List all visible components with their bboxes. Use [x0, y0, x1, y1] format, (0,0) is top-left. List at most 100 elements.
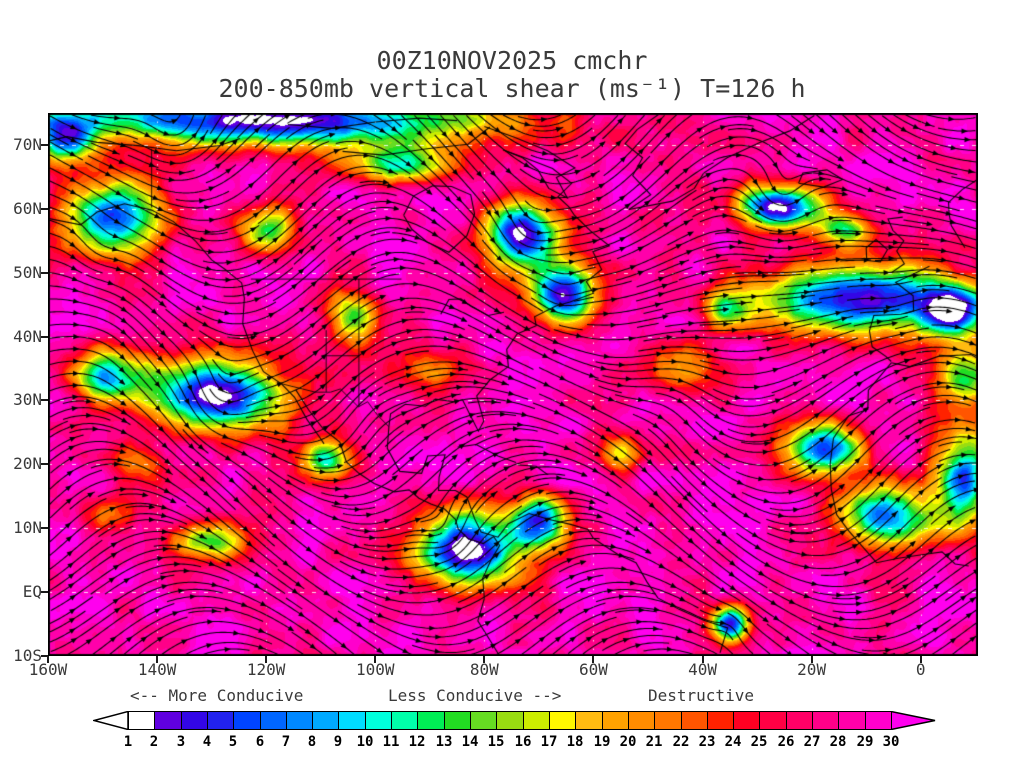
colorbar-segment	[207, 711, 234, 730]
colorbar-over-arrow	[891, 711, 936, 730]
colorbar-tick-label: 28	[829, 734, 847, 750]
colorbar-note-destructive: Destructive	[648, 686, 754, 705]
colorbar-tick-label: 25	[750, 734, 768, 750]
colorbar-segment	[707, 711, 734, 730]
y-axis-tick-label: 70N	[13, 134, 42, 154]
colorbar-tick-label: 29	[856, 734, 874, 750]
colorbar-tick-label: 19	[593, 734, 611, 750]
colorbar-tick-label: 5	[228, 734, 238, 750]
x-axis-tick-label: 160W	[28, 660, 68, 679]
y-axis-tick-label: 40N	[13, 326, 42, 346]
y-axis-tick-label: 60N	[13, 198, 42, 218]
y-axis-tick	[41, 591, 48, 594]
colorbar-tick-label: 17	[540, 734, 558, 750]
x-axis-tick	[483, 656, 486, 663]
y-axis-tick-label: 10N	[13, 518, 42, 538]
colorbar-segment	[128, 711, 155, 730]
x-axis-tick	[919, 656, 922, 663]
x-axis-tick	[265, 656, 268, 663]
x-axis-tick	[701, 656, 704, 663]
chart-title-line1: 00Z10NOV2025 cmchr	[376, 46, 648, 75]
colorbar-segment	[812, 711, 839, 730]
colorbar-segment	[286, 711, 313, 730]
colorbar-segment	[444, 711, 471, 730]
colorbar-segment	[865, 711, 892, 730]
colorbar-tick-label: 9	[333, 734, 343, 750]
y-axis-tick	[41, 207, 48, 210]
colorbar-segment	[628, 711, 655, 730]
colorbar-tick-label: 1	[123, 734, 133, 750]
y-axis-tick	[41, 143, 48, 146]
colorbar-tick-label: 23	[698, 734, 716, 750]
colorbar-tick-label: 26	[777, 734, 795, 750]
colorbar-tick-label: 15	[487, 734, 505, 750]
colorbar-segment	[417, 711, 445, 730]
colorbar-tick-label: 14	[461, 734, 479, 750]
colorbar-tick-label: 30	[882, 734, 900, 750]
colorbar-tick-label: 2	[149, 734, 159, 750]
colorbar-tick-label: 8	[307, 734, 317, 750]
colorbar-note-less-conducive: Less Conducive -->	[388, 686, 562, 705]
colorbar-segment	[496, 711, 524, 730]
shear-streamline-map	[48, 113, 978, 656]
colorbar-segment	[233, 711, 261, 730]
colorbar-under-arrow	[93, 711, 129, 730]
y-axis-tick-label: 20N	[13, 454, 42, 474]
x-axis-tick-label: 140W	[137, 660, 177, 679]
colorbar-tick-label: 13	[435, 734, 453, 750]
y-axis-tick	[41, 527, 48, 530]
colorbar-segment	[470, 711, 497, 730]
colorbar-tick-label: 10	[356, 734, 374, 750]
x-axis-tick	[156, 656, 159, 663]
y-axis-tick	[41, 399, 48, 402]
colorbar-segment	[549, 711, 576, 730]
colorbar-segment	[260, 711, 287, 730]
x-axis-tick	[592, 656, 595, 663]
y-axis-tick	[41, 335, 48, 338]
x-axis-tick	[47, 656, 49, 663]
x-axis-tick	[810, 656, 813, 663]
colorbar-tick-label: 16	[514, 734, 532, 750]
colorbar-note-more-conducive: <-- More Conducive	[130, 686, 304, 705]
colorbar-segment	[602, 711, 629, 730]
colorbar-tick-label: 4	[202, 734, 212, 750]
colorbar-segment	[154, 711, 182, 730]
colorbar-segment	[786, 711, 813, 730]
colorbar-tick-label: 27	[803, 734, 821, 750]
y-axis-tick	[41, 463, 48, 466]
colorbar-segment	[338, 711, 366, 730]
x-axis-tick-label: 0	[915, 660, 926, 679]
colorbar-tick-label: 24	[724, 734, 742, 750]
y-axis-tick-label: 30N	[13, 390, 42, 410]
colorbar-tick-label: 21	[645, 734, 663, 750]
colorbar-tick-label: 11	[382, 734, 400, 750]
colorbar-tick-label: 6	[255, 734, 265, 750]
colorbar-segment	[733, 711, 760, 730]
x-axis-tick	[374, 656, 377, 663]
y-axis-tick	[41, 655, 48, 657]
colorbar-segment	[365, 711, 392, 730]
colorbar-tick-label: 18	[566, 734, 584, 750]
colorbar-segment	[523, 711, 550, 730]
y-axis-tick-label: 10S	[13, 646, 42, 665]
colorbar-tick-label: 7	[281, 734, 291, 750]
colorbar-segment	[312, 711, 339, 730]
colorbar-tick-label: 20	[619, 734, 637, 750]
x-axis-tick-label: 60W	[579, 660, 608, 679]
colorbar-segment	[391, 711, 418, 730]
x-axis-tick-label: 40W	[688, 660, 717, 679]
colorbar-segment	[681, 711, 708, 730]
colorbar-segment	[181, 711, 208, 730]
colorbar-segment	[838, 711, 866, 730]
x-axis-tick-label: 100W	[356, 660, 395, 679]
x-axis-tick-label: 80W	[469, 660, 499, 679]
x-axis-tick-label: 120W	[246, 660, 286, 679]
colorbar-tick-label: 12	[408, 734, 426, 750]
y-axis-tick-label: 50N	[13, 262, 42, 282]
y-axis-tick	[41, 271, 48, 274]
colorbar-tick-label: 3	[176, 734, 186, 750]
y-axis-tick-label: EQ	[22, 582, 42, 602]
colorbar-segment	[575, 711, 603, 730]
chart-title-line2: 200-850mb vertical shear (ms⁻¹) T=126 h	[218, 74, 806, 103]
